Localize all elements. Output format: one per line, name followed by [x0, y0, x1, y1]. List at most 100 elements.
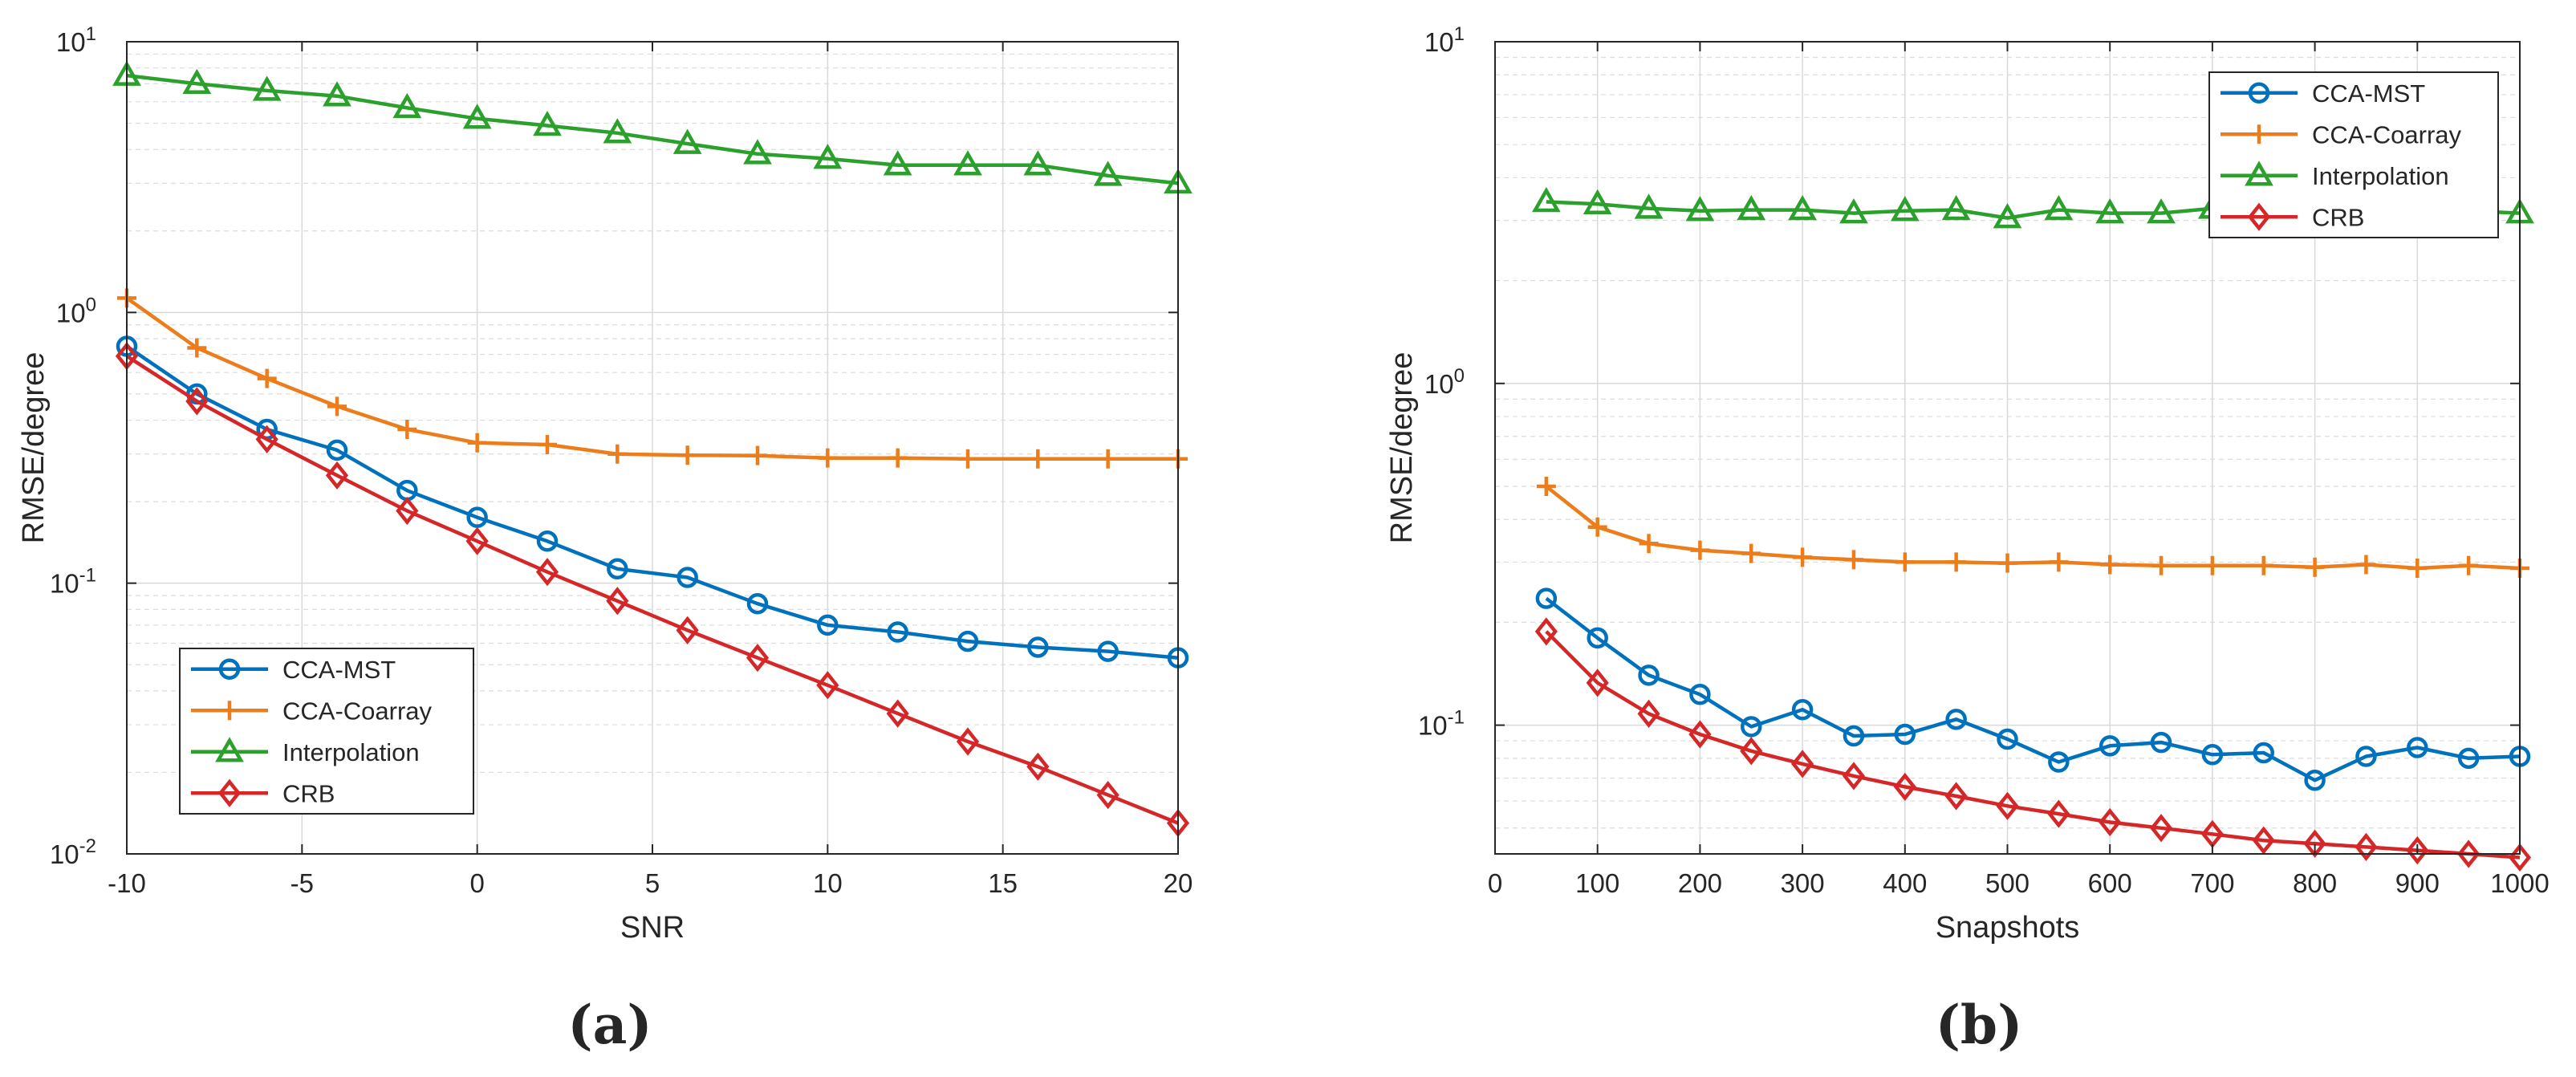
x-tick-label: 5 — [645, 868, 660, 898]
data-point — [2303, 829, 2326, 858]
legend-marker — [2249, 124, 2269, 144]
series-crb — [1534, 617, 2532, 872]
y-tick-label: 100 — [1424, 365, 1465, 399]
legend-item: CRB — [191, 778, 335, 807]
x-tick-label: 400 — [1883, 868, 1927, 898]
series-line — [125, 344, 1179, 660]
data-point — [392, 92, 422, 119]
data-point — [1941, 195, 1971, 221]
data-point — [1791, 699, 1814, 721]
data-point — [2099, 807, 2122, 837]
legend-item: CCA-Coarray — [2220, 120, 2462, 148]
data-point — [2095, 198, 2125, 224]
x-tick-label: 800 — [2293, 868, 2337, 898]
data-point — [255, 425, 278, 453]
data-point — [1587, 627, 1608, 649]
data-point — [956, 727, 980, 756]
data-point — [1028, 449, 1048, 469]
data-point — [1843, 550, 1863, 570]
legend-label: CCA-Coarray — [282, 697, 433, 725]
data-point — [672, 128, 702, 154]
data-point — [1023, 150, 1053, 176]
data-point — [1842, 762, 1866, 790]
data-point — [887, 621, 908, 643]
series-cca-mst — [116, 335, 1189, 669]
data-point — [1737, 195, 1766, 221]
legend-item: Interpolation — [191, 737, 420, 766]
legend: CCA-MST CCA-Coarray Interpolation CRB — [2208, 71, 2499, 238]
data-point — [1740, 737, 1763, 766]
data-point — [1096, 781, 1119, 810]
data-point — [2100, 555, 2120, 575]
data-point — [607, 444, 628, 464]
data-point — [462, 104, 492, 129]
data-point — [813, 144, 843, 169]
data-point — [606, 587, 629, 616]
data-point — [1688, 720, 1712, 749]
data-point — [326, 439, 348, 461]
data-point — [2150, 731, 2172, 754]
legend-marker — [2247, 202, 2271, 231]
data-point — [1583, 189, 1612, 214]
data-point — [2099, 735, 2121, 757]
legend-label: CCA-MST — [282, 656, 396, 684]
x-tick-label: 0 — [1488, 868, 1502, 898]
data-point — [1586, 669, 1609, 697]
legend-label: CCA-MST — [2312, 79, 2425, 108]
data-point — [2202, 555, 2222, 575]
data-point — [953, 150, 982, 176]
x-tick-label: 1000 — [2490, 868, 2549, 898]
y-axis-label: RMSE/degree — [17, 352, 51, 544]
data-point — [2149, 814, 2173, 843]
data-point — [603, 118, 632, 144]
x-tick-label: 20 — [1164, 868, 1193, 898]
x-tick-label: 200 — [1678, 868, 1722, 898]
data-point — [1895, 552, 1915, 572]
legend-marker — [215, 737, 244, 762]
legend-marker — [2248, 82, 2270, 104]
data-point — [2356, 555, 2376, 575]
data-point — [187, 338, 207, 358]
legend-marker — [220, 701, 239, 721]
series-line — [125, 354, 1179, 825]
legend-item: CRB — [2220, 202, 2364, 231]
data-point — [1685, 196, 1715, 221]
data-point — [746, 644, 770, 673]
data-point — [1997, 728, 2018, 750]
y-tick-label: 10-1 — [1418, 707, 1465, 741]
series-cca-coarray — [117, 288, 1188, 469]
data-point — [1026, 752, 1050, 781]
data-point — [1531, 186, 1561, 213]
data-point — [536, 530, 559, 552]
series-line — [125, 296, 1178, 461]
data-point — [888, 448, 908, 468]
data-point — [816, 671, 839, 700]
legend-marker — [217, 778, 242, 807]
data-point — [957, 630, 979, 652]
data-point — [397, 419, 417, 439]
data-point — [2355, 746, 2377, 767]
y-tick-label: 10-2 — [50, 835, 96, 869]
data-point — [2201, 744, 2224, 766]
data-point — [1587, 517, 1607, 537]
data-point — [1639, 534, 1659, 554]
x-tick-label: 500 — [1985, 868, 2030, 898]
data-point — [2459, 555, 2479, 575]
data-point — [1890, 196, 1920, 221]
x-tick-label: 700 — [2190, 868, 2234, 898]
data-point — [2049, 552, 2069, 572]
data-point — [535, 558, 559, 587]
data-point — [1536, 476, 1556, 496]
data-point — [1098, 449, 1118, 469]
y-tick-label: 100 — [56, 294, 96, 327]
data-point — [1793, 547, 1813, 567]
data-point — [1944, 782, 1968, 811]
data-point — [2253, 742, 2274, 764]
x-axis-label: Snapshots — [1936, 911, 2080, 945]
data-point — [1839, 198, 1868, 224]
data-point — [1637, 699, 1660, 728]
legend: CCA-MST CCA-Coarray Interpolation CRB — [179, 648, 474, 815]
data-point — [677, 567, 698, 588]
data-point — [2252, 826, 2275, 855]
